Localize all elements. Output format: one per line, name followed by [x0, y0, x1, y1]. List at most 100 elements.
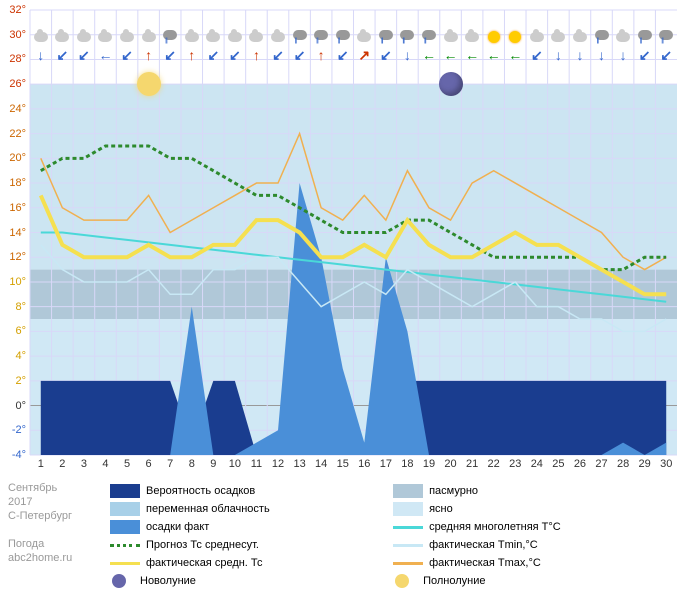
x-axis-label: 9 [210, 458, 216, 470]
weather-icon [119, 29, 135, 45]
rain-icon [314, 30, 328, 40]
weather-icon [399, 29, 415, 45]
wind-arrow-icon: ↑ [184, 47, 200, 63]
legend-swatch [395, 574, 409, 588]
legend-label: осадки факт [146, 521, 209, 533]
weather-icon [205, 29, 221, 45]
wind-arrow-icon: ← [421, 47, 437, 63]
x-axis-label: 10 [229, 458, 241, 470]
cloud-icon [616, 32, 630, 42]
x-axis-label: 12 [272, 458, 284, 470]
sun-icon [488, 31, 500, 43]
chart-plot-area: ↓↙↙←↙↑↙↑↙↙↑↙↙↑↙↗↙↓←←←←←↙↓↓↓↓↙↙ [30, 10, 677, 455]
rain-icon [379, 30, 393, 40]
weather-icon [292, 29, 308, 45]
legend-label: переменная облачность [146, 503, 270, 515]
x-axis: 1234567891011121314151617181920212223242… [30, 458, 677, 472]
weather-icon [227, 29, 243, 45]
weather-icon [313, 29, 329, 45]
y-axis-label: 4° [15, 350, 26, 362]
weather-icon [507, 29, 523, 45]
weather-icon [550, 29, 566, 45]
x-axis-label: 24 [531, 458, 543, 470]
y-axis-label: 20° [9, 152, 26, 164]
wind-arrow-icon: ↓ [399, 47, 415, 63]
legend-item: средняя многолетняя Т°С [393, 518, 663, 536]
cloud-icon [34, 32, 48, 42]
legend-label: фактическая Tmin,°С [429, 539, 538, 551]
wind-arrow-icon: ↑ [248, 47, 264, 63]
wind-arrow-icon: ← [443, 47, 459, 63]
x-axis-label: 1 [38, 458, 44, 470]
y-axis-label: 6° [15, 325, 26, 337]
weather-icon [270, 29, 286, 45]
y-axis-label: 22° [9, 128, 26, 140]
legend-swatch [110, 544, 140, 547]
legend-label: пасмурно [429, 485, 478, 497]
cloud-icon [530, 32, 544, 42]
weather-icon [33, 29, 49, 45]
wind-arrow-icon: ← [464, 47, 480, 63]
legend-label: ясно [429, 503, 453, 515]
legend-swatch [393, 544, 423, 547]
wind-arrow-icon: ↓ [615, 47, 631, 63]
legend-item: Новолуние [110, 572, 390, 590]
cloud-icon [55, 32, 69, 42]
legend-item: фактическая Tmax,°С [393, 554, 663, 572]
cloud-icon [185, 32, 199, 42]
legend-item: Полнолуние [393, 572, 663, 590]
legend-item: осадки факт [110, 518, 390, 536]
weather-icon [248, 29, 264, 45]
legend-swatch [110, 520, 140, 534]
x-axis-label: 4 [102, 458, 108, 470]
y-axis: -4°-2°0°2°4°6°8°10°12°14°16°18°20°22°24°… [0, 10, 28, 455]
cloud-icon [98, 32, 112, 42]
x-axis-label: 2 [59, 458, 65, 470]
meta-site1: Погода [8, 538, 44, 550]
legend-label: Вероятность осадков [146, 485, 255, 497]
legend-label: фактическая средн. Тс [146, 557, 263, 569]
legend: Сентябрь 2017 С-Петербург Погода abc2hom… [0, 478, 687, 599]
weather-icon [658, 29, 674, 45]
y-axis-label: 32° [9, 4, 26, 16]
y-axis-label: 30° [9, 29, 26, 41]
x-axis-label: 28 [617, 458, 629, 470]
wind-arrow-icon: ↙ [292, 47, 308, 63]
weather-icon [443, 29, 459, 45]
y-axis-label: 16° [9, 202, 26, 214]
cloud-icon [228, 32, 242, 42]
rain-icon [659, 30, 673, 40]
x-axis-label: 29 [639, 458, 651, 470]
rain-icon [638, 30, 652, 40]
wind-arrow-icon: ← [486, 47, 502, 63]
weather-icon [594, 29, 610, 45]
legend-label: фактическая Tmax,°С [429, 557, 541, 569]
rain-icon [422, 30, 436, 40]
sun-icon [509, 31, 521, 43]
legend-swatch [393, 526, 423, 529]
x-axis-label: 25 [552, 458, 564, 470]
y-axis-label: 12° [9, 251, 26, 263]
weather-icon [615, 29, 631, 45]
weather-icon [162, 29, 178, 45]
cloud-icon [77, 32, 91, 42]
legend-item: пасмурно [393, 482, 663, 500]
legend-swatch [112, 574, 126, 588]
meta-city: С-Петербург [8, 510, 72, 522]
wind-arrow-icon: ↙ [335, 47, 351, 63]
weather-icon [529, 29, 545, 45]
x-axis-label: 18 [401, 458, 413, 470]
weather-icon [97, 29, 113, 45]
legend-swatch [110, 562, 140, 565]
y-axis-label: 10° [9, 276, 26, 288]
x-axis-label: 8 [189, 458, 195, 470]
legend-label: Полнолуние [423, 575, 485, 587]
x-axis-label: 14 [315, 458, 327, 470]
cloud-icon [551, 32, 565, 42]
x-axis-label: 20 [444, 458, 456, 470]
weather-icon [356, 29, 372, 45]
chart-svg [30, 10, 677, 455]
x-axis-label: 19 [423, 458, 435, 470]
y-axis-label: -4° [12, 449, 26, 461]
weather-chart-container: -4°-2°0°2°4°6°8°10°12°14°16°18°20°22°24°… [0, 0, 687, 599]
